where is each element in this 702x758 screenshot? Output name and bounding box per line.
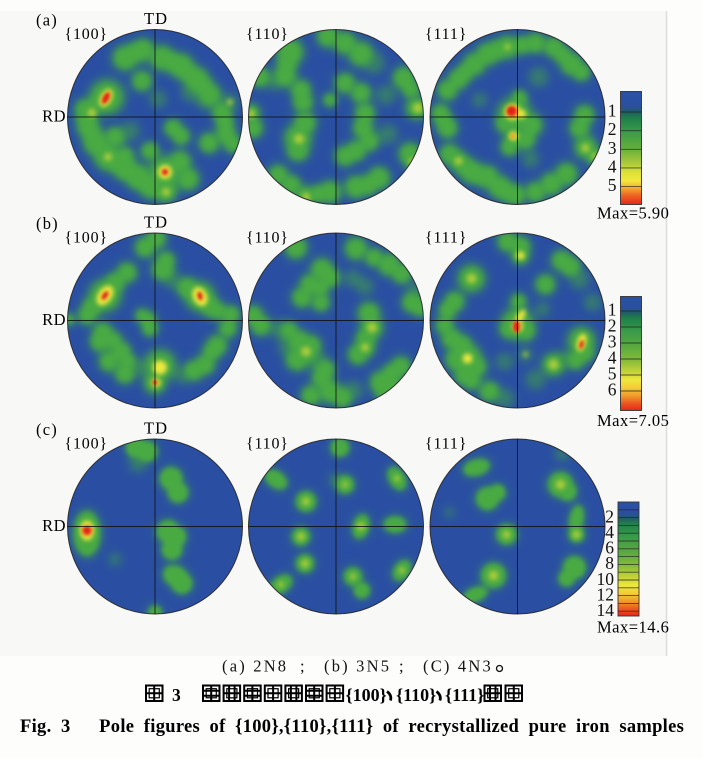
- svg-text:;: ;: [399, 657, 406, 676]
- svg-text:{111}: {111}: [425, 230, 467, 247]
- svg-text:5: 5: [608, 175, 617, 195]
- svg-text:(c): (c): [36, 420, 58, 439]
- svg-text:TD: TD: [144, 213, 168, 232]
- svg-text:3: 3: [608, 138, 617, 158]
- svg-text:6: 6: [605, 538, 614, 558]
- svg-text:RD: RD: [42, 107, 66, 126]
- svg-text:{111}: {111}: [425, 436, 467, 453]
- svg-text:Max=5.90: Max=5.90: [597, 204, 669, 223]
- svg-text:{111}: {111}: [425, 26, 467, 43]
- svg-text:RD: RD: [42, 310, 66, 329]
- svg-text:(b) 3N5: (b) 3N5: [324, 657, 391, 676]
- svg-text:1: 1: [608, 101, 617, 121]
- svg-text:10: 10: [597, 569, 615, 589]
- svg-text:{110}: {110}: [246, 230, 289, 247]
- svg-text:RD: RD: [42, 516, 66, 535]
- svg-text:{110}: {110}: [396, 685, 436, 705]
- svg-text:{100}: {100}: [65, 436, 108, 453]
- svg-text:(b): (b): [36, 214, 59, 233]
- svg-text:{110}: {110}: [246, 436, 289, 453]
- svg-text:(C) 4N3: (C) 4N3: [423, 657, 493, 676]
- svg-text:Max=7.05: Max=7.05: [597, 411, 669, 430]
- svg-text:{100}: {100}: [65, 26, 108, 43]
- svg-text:5: 5: [608, 364, 617, 384]
- svg-text:Max=14.6: Max=14.6: [597, 618, 669, 637]
- svg-text:2: 2: [608, 119, 617, 139]
- svg-text:Fig. 3 Pole figures of {100}: Fig. 3 Pole figures of {100},{110},{111}…: [20, 717, 684, 737]
- svg-text:4: 4: [608, 348, 617, 368]
- svg-text:12: 12: [597, 584, 615, 604]
- svg-text:{100}: {100}: [346, 685, 387, 705]
- svg-text:(a) 2N8: (a) 2N8: [222, 657, 288, 676]
- svg-text:2: 2: [605, 506, 614, 526]
- svg-text:14: 14: [597, 600, 615, 620]
- svg-text:4: 4: [608, 156, 617, 176]
- svg-text:TD: TD: [144, 9, 168, 28]
- svg-text:8: 8: [605, 553, 614, 573]
- svg-text:3: 3: [172, 685, 181, 705]
- svg-text:;: ;: [300, 657, 307, 676]
- svg-text:6: 6: [608, 380, 617, 400]
- svg-text:4: 4: [605, 522, 614, 542]
- svg-text:{111}: {111}: [445, 685, 484, 705]
- svg-text:(a): (a): [36, 11, 58, 30]
- svg-text:{100}: {100}: [65, 230, 108, 247]
- svg-text:3: 3: [608, 332, 617, 352]
- svg-text:{110}: {110}: [246, 26, 289, 43]
- svg-text:1: 1: [608, 300, 617, 320]
- svg-text:2: 2: [608, 316, 617, 336]
- svg-text:TD: TD: [144, 419, 168, 438]
